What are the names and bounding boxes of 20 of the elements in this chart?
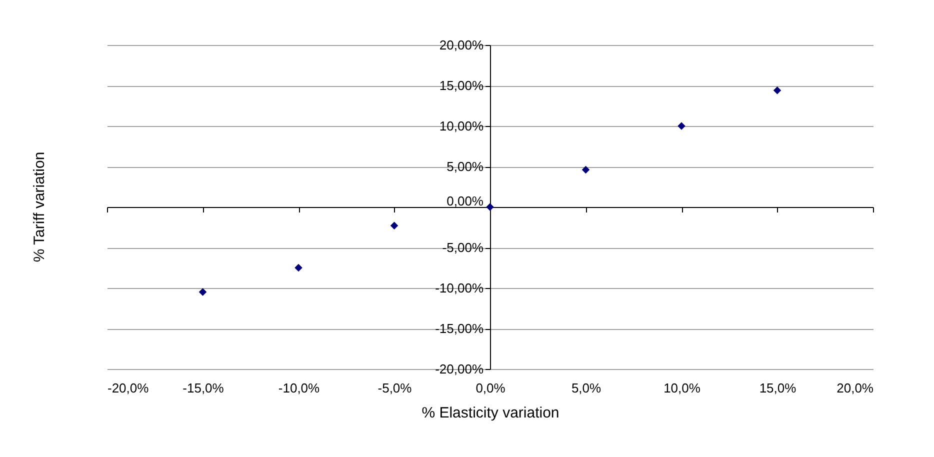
y-tick-label: -10,00%	[435, 280, 484, 296]
y-tick-label: 20,00%	[439, 38, 484, 52]
y-tick-label: 10,00%	[439, 118, 484, 134]
x-tick-label: -10,0%	[278, 380, 320, 396]
x-tick-label: 10,0%	[664, 380, 701, 396]
y-tick-label: -15,00%	[435, 321, 484, 336]
x-tick-label: -5,0%	[378, 380, 412, 396]
x-tick-label: 20,0%	[836, 380, 874, 396]
x-tick-label: -20,0%	[108, 380, 150, 396]
x-tick-label: 5,0%	[571, 380, 602, 396]
x-tick-label: -15,0%	[182, 380, 224, 396]
y-tick-label: -20,00%	[435, 362, 484, 376]
y-tick-label: 0,00%	[446, 194, 484, 208]
y-tick-label: -5,00%	[442, 240, 484, 255]
y-axis-title: % Tariff variation	[31, 152, 48, 262]
x-axis-title: % Elasticity variation	[422, 404, 560, 422]
y-tick-label: 5,00%	[446, 159, 484, 174]
x-tick-label: 0,0%	[476, 380, 506, 396]
x-tick-label: 15,0%	[759, 380, 797, 396]
y-tick-label: 15,00%	[439, 78, 484, 93]
